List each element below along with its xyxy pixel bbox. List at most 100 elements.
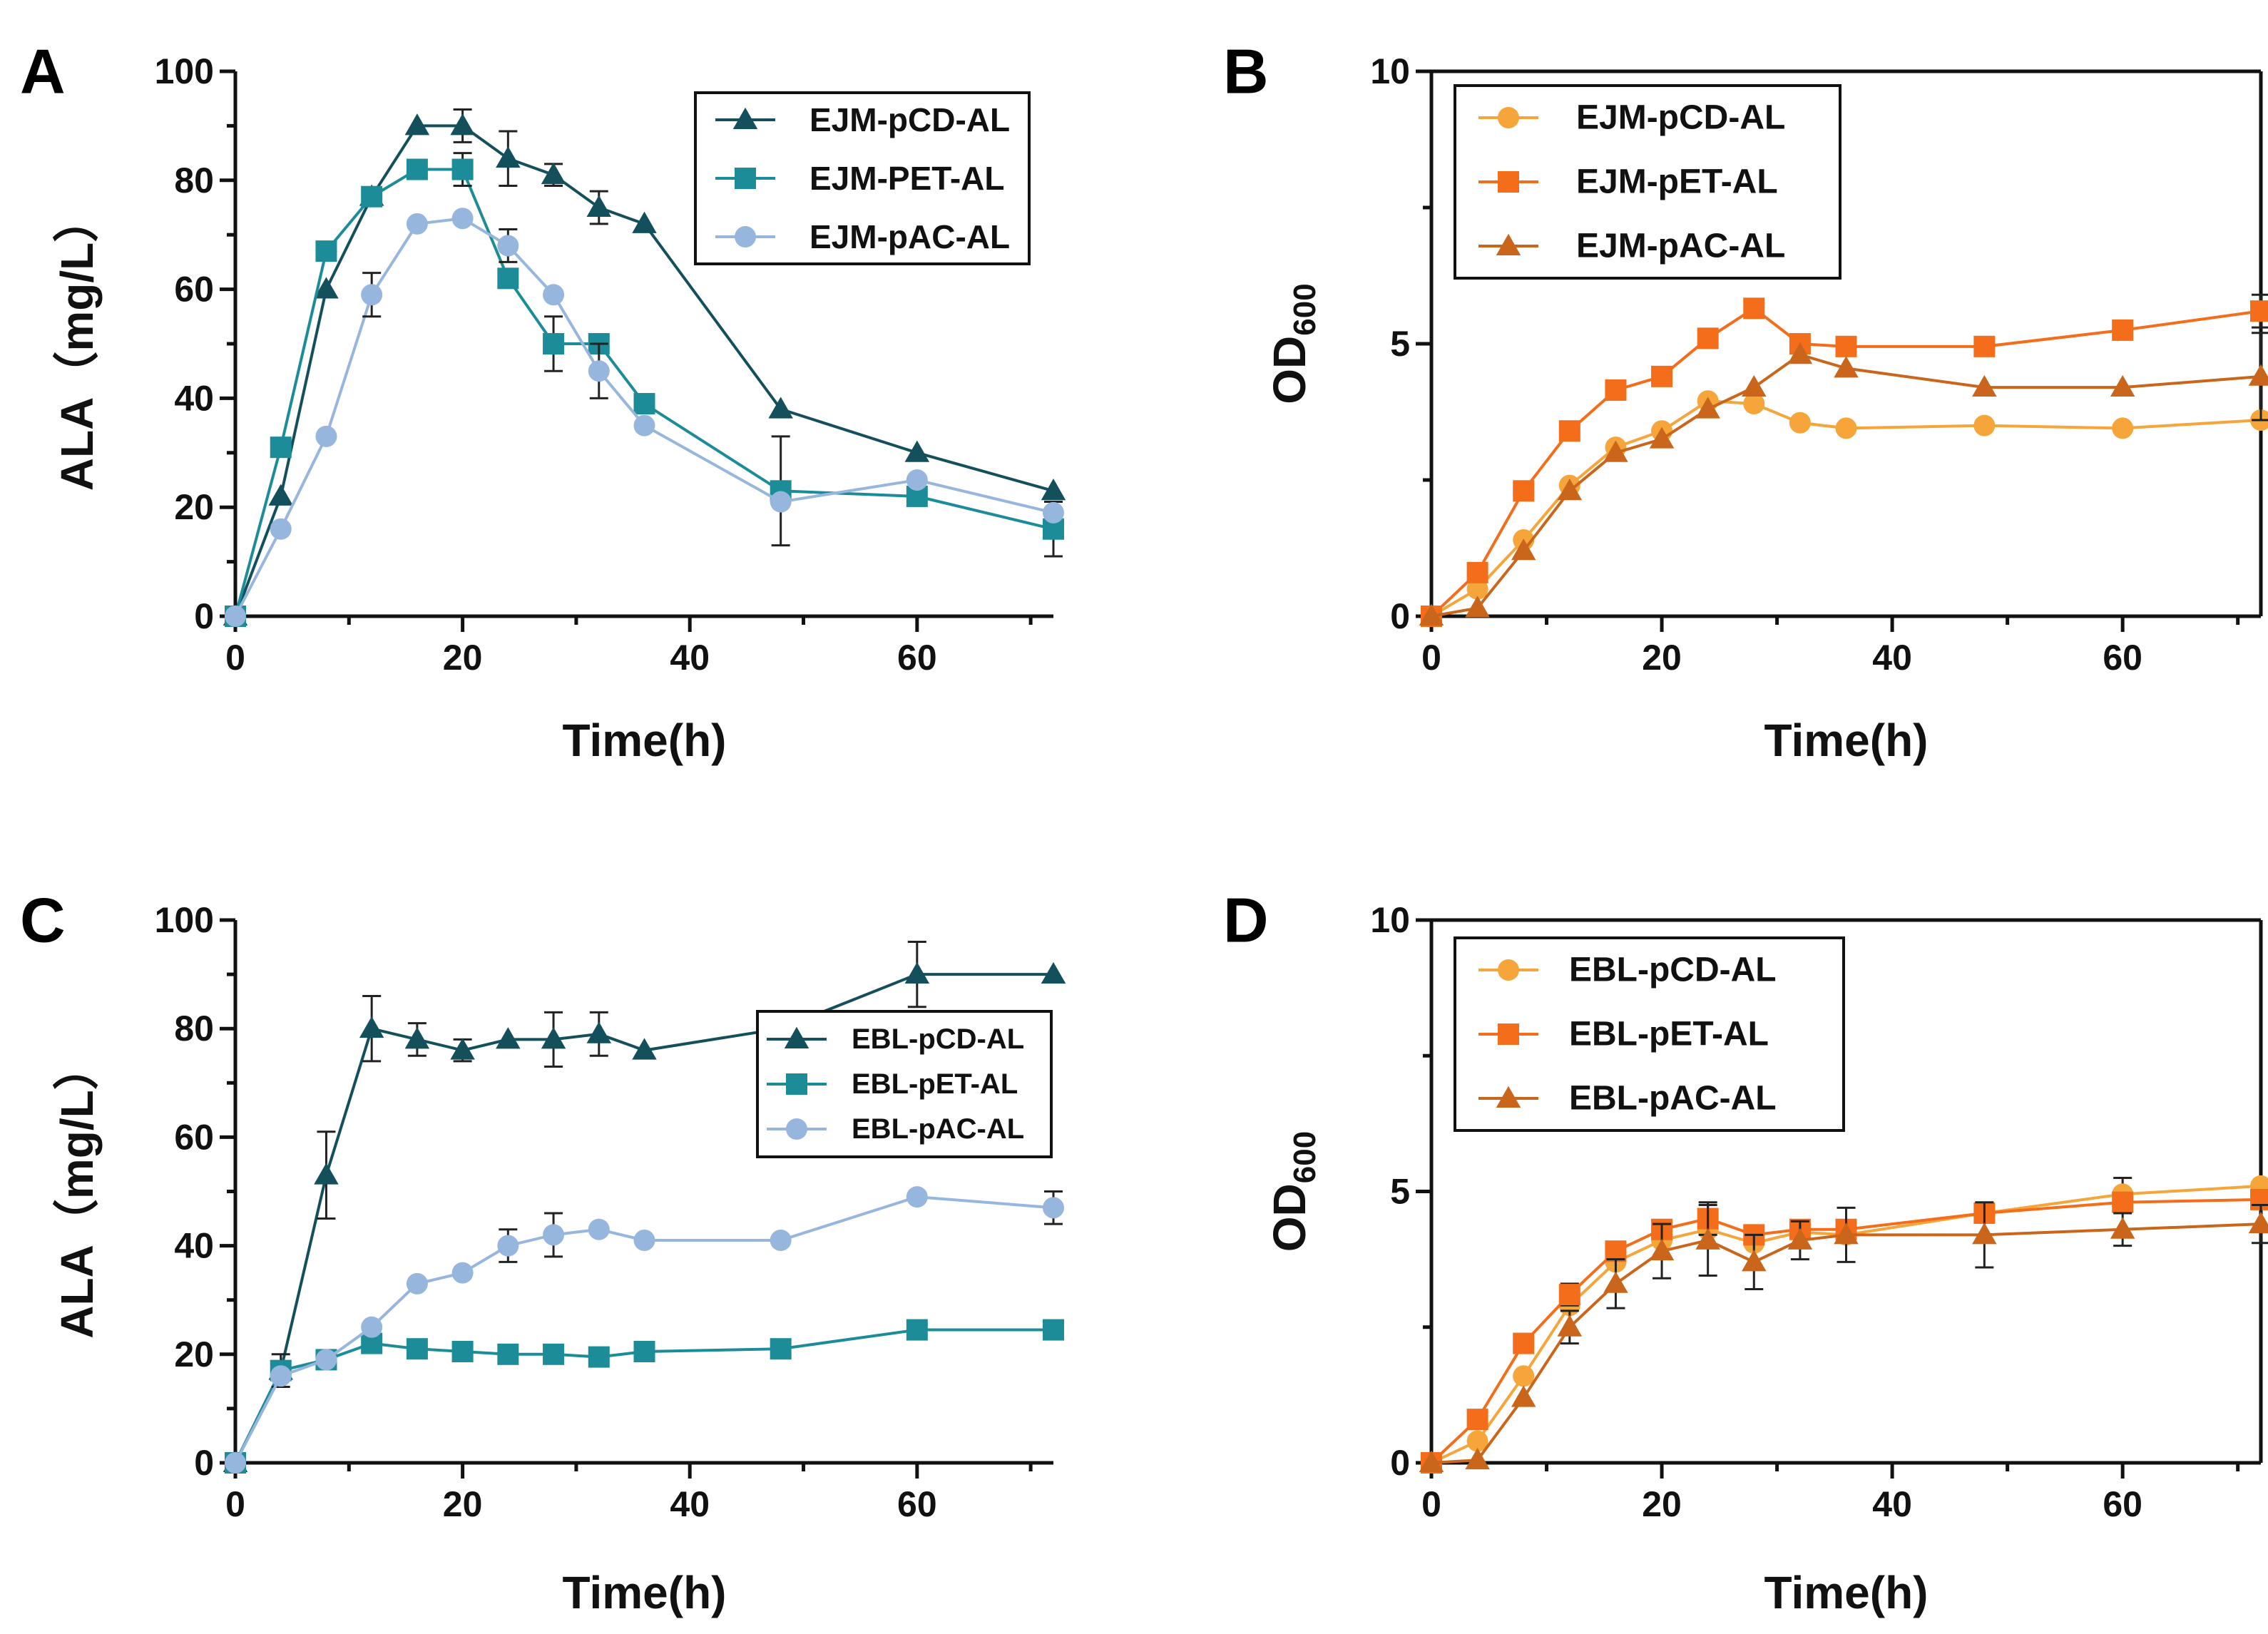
y-tick-label: 60 [174,270,214,310]
data-point [2110,374,2135,397]
data-point [2250,300,2268,322]
legend-marker [1496,1086,1521,1108]
data-point [1973,335,1996,357]
data-point [451,1262,474,1284]
data-point [770,491,792,513]
y-tick-label: 80 [174,1009,214,1048]
y-tick-label: 80 [174,160,214,200]
x-tick-label: 20 [1642,1484,1682,1524]
legend-label: EJM-pCD-AL [809,101,1010,138]
data-point [770,1229,792,1251]
data-point [2248,1211,2268,1234]
x-axis-title: Time(h) [1764,715,1929,766]
data-point [1465,1447,1490,1470]
data-point [1834,1222,1859,1245]
data-point [1511,1385,1536,1407]
legend-label: EBL-pCD-AL [852,1023,1024,1055]
data-point [1743,393,1765,415]
data-point [225,606,246,627]
data-point [633,393,655,415]
data-point [904,961,930,984]
legend-marker [732,107,758,129]
chart-panel-c: C 0 20 40 60 80 100 0 20 40 60 Time(h) ALA（mg/L） EBL-… [20,885,1066,1618]
panel-letter: D [1223,885,1269,956]
data-point [1649,1238,1675,1261]
y-tick-label: 20 [174,487,214,527]
data-point [1466,1409,1488,1431]
y-axis-title-subscript: 600 [1287,1131,1322,1183]
legend-marker [786,1118,807,1140]
data-point [404,1027,430,1049]
x-tick-label: 40 [1872,638,1912,678]
data-point [543,333,565,354]
data-point [1557,479,1583,501]
data-point [404,113,430,136]
data-point [1466,1430,1488,1452]
legend-label: EBL-pAC-AL [1569,1080,1777,1118]
y-tick-label: 0 [1390,596,1410,636]
chart-panel-d: D 0 5 10 0 20 40 60 Time(h) OD600 EBL-pCD-AL EBL-pE… [1223,885,2268,1618]
x-tick-label: 60 [897,1484,937,1524]
data-point [1649,427,1675,449]
data-point [588,360,610,382]
data-point [2112,417,2134,439]
panel-letter: B [1223,36,1269,107]
data-point [406,158,428,180]
data-point [1972,1222,1997,1245]
data-point [2248,364,2268,386]
y-tick-label: 0 [194,596,214,636]
data-point [904,440,930,462]
data-point [1651,365,1673,387]
data-point [1695,397,1720,419]
data-point [2112,1191,2134,1213]
data-point [451,208,474,230]
data-point [2250,1188,2268,1210]
x-tick-label: 60 [2103,1484,2142,1524]
data-point [768,397,793,419]
data-point [450,1038,475,1060]
data-point [541,162,566,185]
data-point [497,1343,519,1365]
data-point [270,1365,292,1387]
y-tick-label: 40 [174,378,214,418]
y-axis-title: ALA（mg/L） [51,197,103,491]
data-point [268,484,293,506]
x-tick-label: 20 [1642,638,1682,678]
chart-panel-a: A 0 20 40 60 80 100 0 20 40 60 Time(h) ALA（mg/L） EJM-… [20,36,1066,766]
x-tick-label: 60 [2103,638,2142,678]
data-point [497,235,519,257]
series-EBL-pAC-AL [225,1186,1064,1474]
data-point [543,1343,565,1365]
data-point [1789,412,1811,434]
data-point [1787,1227,1813,1250]
data-point [1787,342,1813,364]
x-tick-label: 20 [443,638,483,678]
data-point [632,1038,657,1060]
legend-label: EJM-pCD-AL [1576,99,1785,137]
data-point [361,185,383,208]
data-point [361,1316,383,1338]
series-EJM-pET-AL [1421,293,2268,627]
legend-label: EJM-PET-AL [809,160,1004,197]
panel-letter: A [20,36,66,107]
data-point [1603,1271,1628,1293]
data-point [314,1163,339,1185]
legend-marker [1496,233,1521,255]
x-tick-label: 0 [225,638,245,678]
y-tick-label: 20 [174,1334,214,1374]
data-point [588,1346,610,1368]
y-tick-label: 60 [174,1117,214,1157]
series-EJM-pAC-AL [225,208,1064,627]
data-point [906,1186,928,1208]
data-point [1835,335,1857,357]
legend-label: EJM-pAC-AL [1576,228,1785,265]
data-point [406,213,428,235]
data-point [2112,319,2134,341]
x-axis-title: Time(h) [563,1567,727,1618]
legend-marker [1498,171,1519,193]
x-axis-title: Time(h) [1764,1567,1929,1618]
data-point [1743,297,1765,320]
y-axis-title: ALA（mg/L） [51,1044,103,1338]
data-point [1043,1197,1064,1219]
